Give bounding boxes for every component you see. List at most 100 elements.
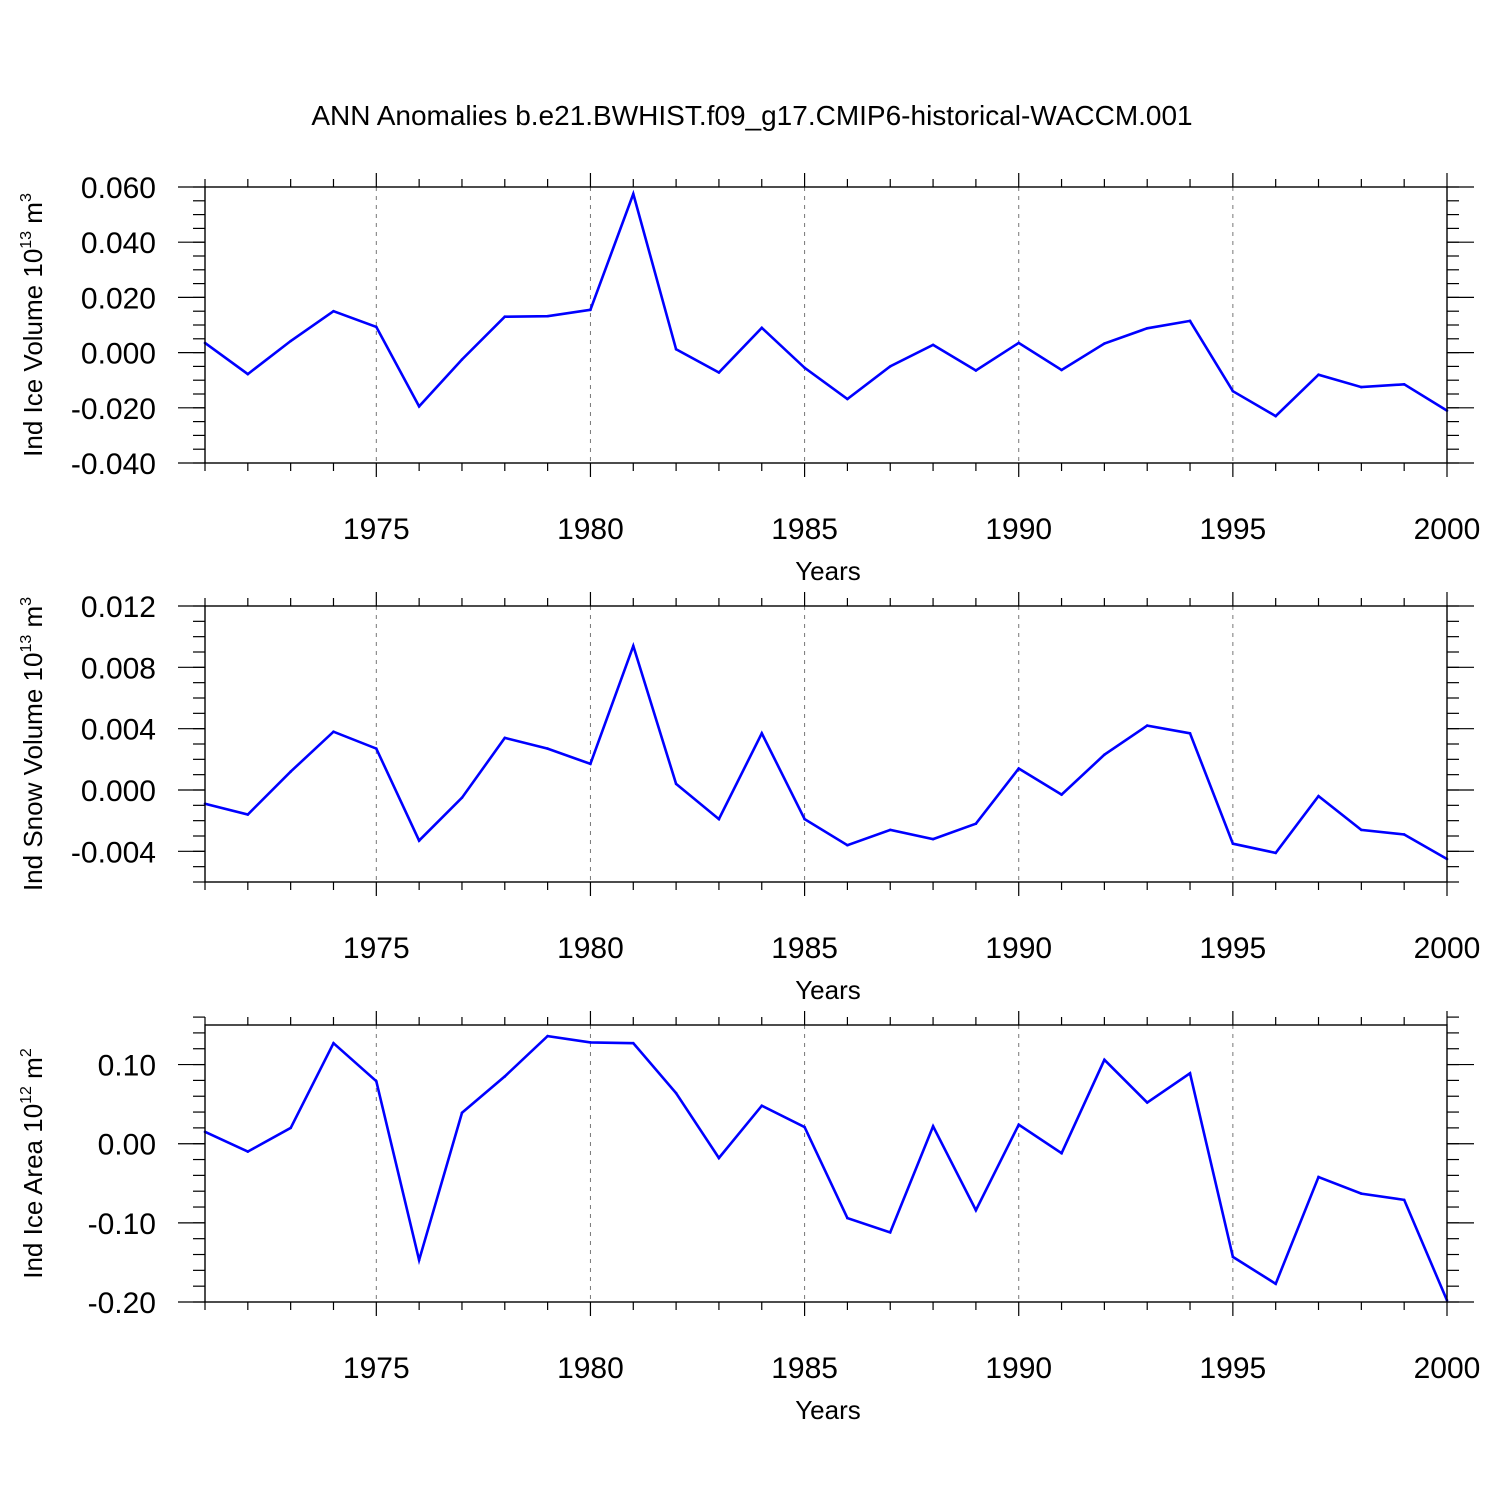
x-tick-label: 1995 <box>1199 513 1266 546</box>
data-point <box>1402 383 1406 386</box>
y-tick-label: 0.00 <box>98 1129 156 1162</box>
data-point <box>1145 327 1149 330</box>
data-point <box>631 1041 635 1045</box>
data-point <box>332 309 335 313</box>
data-point <box>1017 341 1021 345</box>
x-tick-label: 1990 <box>985 932 1052 965</box>
data-point <box>974 822 978 826</box>
data-point <box>460 1111 464 1115</box>
y-axis-label-main: Ind Snow Volume 10 <box>18 653 48 892</box>
data-point <box>1103 753 1106 757</box>
data-point <box>503 315 507 319</box>
x-tick-label: 1990 <box>985 1352 1052 1385</box>
data-point <box>1188 319 1192 323</box>
y-axis-label: Ind Ice Area 1012 m2 <box>18 1048 48 1279</box>
data-point <box>1360 828 1363 832</box>
data-point <box>846 1216 849 1220</box>
data-point <box>1317 1175 1320 1179</box>
panels: -0.040 -0.020 0.000 0.020 0.040 0.060 1975 1980… <box>18 172 1480 1425</box>
x-tick-label: 1975 <box>343 932 410 965</box>
data-point <box>888 365 892 368</box>
y-tick-label: 0.008 <box>81 652 156 685</box>
y-tick-label: -0.040 <box>71 448 156 481</box>
data-point <box>1317 373 1320 376</box>
y-axis-label-exponent: 13 <box>18 635 35 653</box>
data-point <box>332 730 335 734</box>
y-tick-label: 0.012 <box>81 591 156 624</box>
data-point <box>246 372 250 376</box>
x-tick-label: 1975 <box>343 513 410 546</box>
data-point <box>375 747 378 750</box>
data-point <box>1231 1255 1235 1259</box>
x-tick-label: 1975 <box>343 1352 410 1385</box>
x-axis-label: Years <box>795 556 861 586</box>
x-tick-label: 1985 <box>771 932 838 965</box>
data-point <box>1060 793 1063 796</box>
data-point <box>931 837 935 841</box>
data-point <box>931 343 935 347</box>
y-tick-label: 0.020 <box>81 282 156 315</box>
data-point <box>246 1150 250 1153</box>
x-tick-label: 2000 <box>1414 932 1481 965</box>
data-point <box>332 1041 335 1045</box>
data-point <box>631 644 635 648</box>
y-axis-label: Ind Snow Volume 1013 m3 <box>18 597 48 891</box>
data-point <box>1402 833 1406 836</box>
y-axis-label-unit-exponent: 2 <box>18 1048 35 1057</box>
data-point <box>674 347 678 351</box>
data-point <box>1274 1282 1277 1286</box>
data-point <box>888 1231 892 1234</box>
data-point <box>417 1258 421 1262</box>
data-point <box>546 314 549 318</box>
data-point <box>1060 368 1063 372</box>
data-point <box>1360 385 1363 389</box>
y-tick-label: 0.000 <box>81 775 156 808</box>
data-point <box>674 782 678 786</box>
data-point <box>931 1125 935 1128</box>
data-point <box>974 1208 978 1212</box>
data-point <box>674 1091 678 1095</box>
y-axis-label-main: Ind Ice Volume 10 <box>18 249 48 457</box>
data-point <box>375 1079 378 1083</box>
data-point <box>546 1034 549 1038</box>
data-point <box>289 770 292 773</box>
data-point <box>589 762 592 766</box>
data-point <box>760 326 764 330</box>
data-point <box>503 736 507 740</box>
data-point <box>417 405 421 408</box>
data-point <box>417 839 421 842</box>
y-axis-label-unit: m <box>18 1057 48 1086</box>
data-point <box>460 796 464 799</box>
figure-title: ANN Anomalies b.e21.BWHIST.f09_g17.CMIP6… <box>311 100 1192 131</box>
x-tick-label: 2000 <box>1414 1352 1481 1385</box>
panel-3: -0.20 -0.10 0.00 0.10 1975 1980 1985 1990 1995 20… <box>18 1011 1480 1425</box>
y-tick-label: -0.004 <box>71 836 156 869</box>
panel-1: -0.040 -0.020 0.000 0.020 0.040 0.060 1975 1980… <box>18 172 1480 586</box>
data-point <box>1145 1101 1149 1104</box>
data-point <box>246 813 250 816</box>
x-tick-label: 1980 <box>557 932 624 965</box>
data-point <box>1402 1198 1406 1202</box>
data-point <box>1231 389 1235 393</box>
data-point <box>803 1125 806 1129</box>
data-point <box>1274 414 1277 418</box>
data-point <box>1317 794 1320 798</box>
x-tick-label: 1995 <box>1199 932 1266 965</box>
data-point <box>1017 1123 1021 1127</box>
y-tick-label: -0.020 <box>71 393 156 426</box>
series-line <box>204 1034 1449 1301</box>
x-axis-label: Years <box>795 1395 861 1425</box>
y-tick-label: 0.000 <box>81 338 156 371</box>
data-point <box>589 1041 592 1044</box>
data-point <box>460 358 464 361</box>
y-axis-label-exponent: 13 <box>18 231 35 249</box>
data-point <box>1017 767 1021 770</box>
y-tick-label: 0.060 <box>81 172 156 205</box>
y-axis-label: Ind Ice Volume 1013 m3 <box>18 193 48 457</box>
data-point <box>803 366 806 370</box>
data-point <box>631 192 635 196</box>
data-point <box>1060 1151 1063 1155</box>
data-point <box>546 747 549 750</box>
y-tick-label: 0.040 <box>81 227 156 260</box>
